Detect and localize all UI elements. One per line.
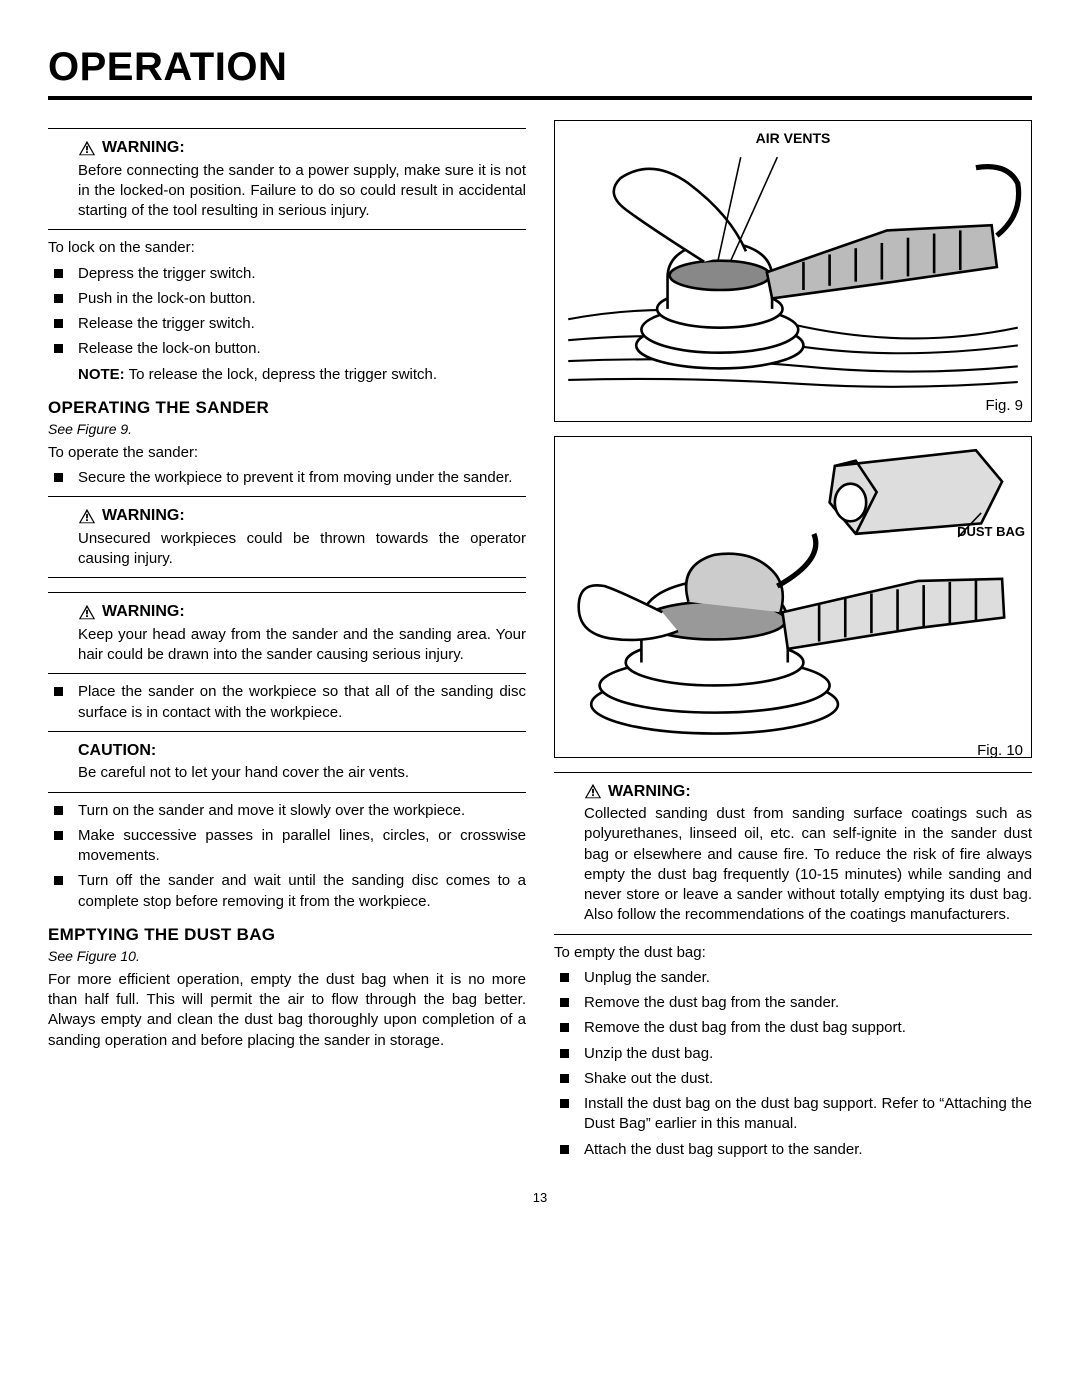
note-line: NOTE: To release the lock, depress the t… — [48, 365, 526, 385]
list-item: Unplug the sander. — [554, 968, 1032, 988]
note-label: NOTE: — [78, 366, 125, 383]
operate-intro: To operate the sander: — [48, 443, 526, 463]
warning-body: Collected sanding dust from sanding surf… — [554, 804, 1032, 926]
operate-list-c: Turn on the sander and move it slowly ov… — [48, 801, 526, 912]
warning-icon — [78, 508, 96, 524]
list-item: Place the sander on the workpiece so tha… — [48, 682, 526, 723]
see-figure-ref: See Figure 9. — [48, 420, 526, 439]
operate-list-b: Place the sander on the workpiece so tha… — [48, 682, 526, 723]
warning-block-4: WARNING: Collected sanding dust from san… — [554, 781, 1032, 926]
left-column: WARNING: Before connecting the sander to… — [48, 120, 526, 1165]
list-item: Remove the dust bag from the dust bag su… — [554, 1018, 1032, 1038]
caution-block: CAUTION: Be careful not to let your hand… — [48, 740, 526, 784]
caution-body: Be careful not to let your hand cover th… — [48, 763, 526, 783]
list-item: Push in the lock-on button. — [48, 289, 526, 309]
divider — [48, 792, 526, 793]
warning-body: Unsecured workpieces could be thrown tow… — [48, 529, 526, 570]
list-item: Turn off the sander and wait until the s… — [48, 871, 526, 912]
figure-10: DUST BAG — [554, 436, 1032, 758]
sander-airvents-illustration — [563, 152, 1023, 392]
list-item: Depress the trigger switch. — [48, 264, 526, 284]
emptying-body: For more efficient operation, empty the … — [48, 970, 526, 1051]
warning-body: Keep your head away from the sander and … — [48, 625, 526, 666]
lock-steps-list: Depress the trigger switch. Push in the … — [48, 264, 526, 360]
lock-intro: To lock on the sander: — [48, 238, 526, 258]
section-heading-operating: OPERATING THE SANDER — [48, 397, 526, 420]
list-item: Shake out the dust. — [554, 1069, 1032, 1089]
warning-block-1: WARNING: Before connecting the sander to… — [48, 137, 526, 221]
warning-heading: WARNING: — [608, 781, 691, 803]
figure-caption: Fig. 9 — [563, 396, 1023, 416]
list-item: Release the trigger switch. — [48, 314, 526, 334]
empty-steps-list: Unplug the sander. Remove the dust bag f… — [554, 968, 1032, 1160]
divider — [48, 577, 526, 578]
divider — [48, 731, 526, 732]
right-column: AIR VENTS — [554, 120, 1032, 1165]
divider — [554, 934, 1032, 935]
operate-list-a: Secure the workpiece to prevent it from … — [48, 468, 526, 488]
warning-heading: WARNING: — [102, 137, 185, 159]
list-item: Turn on the sander and move it slowly ov… — [48, 801, 526, 821]
page-number: 13 — [48, 1189, 1032, 1207]
divider — [48, 673, 526, 674]
list-item: Secure the workpiece to prevent it from … — [48, 468, 526, 488]
list-item: Make successive passes in parallel lines… — [48, 826, 526, 867]
warning-icon — [78, 140, 96, 156]
divider — [48, 229, 526, 230]
empty-intro: To empty the dust bag: — [554, 943, 1032, 963]
see-figure-ref: See Figure 10. — [48, 947, 526, 966]
sander-dustbag-illustration — [563, 445, 1023, 738]
warning-body: Before connecting the sander to a power … — [48, 161, 526, 222]
warning-icon — [584, 783, 602, 799]
warning-block-3: WARNING: Keep your head away from the sa… — [48, 601, 526, 665]
warning-icon — [78, 604, 96, 620]
caution-heading: CAUTION: — [48, 740, 526, 762]
list-item: Release the lock-on button. — [48, 339, 526, 359]
figure-top-label: AIR VENTS — [563, 129, 1023, 148]
figure-9: AIR VENTS — [554, 120, 1032, 422]
divider — [48, 592, 526, 593]
divider — [48, 128, 526, 129]
list-item: Attach the dust bag support to the sande… — [554, 1140, 1032, 1160]
warning-heading: WARNING: — [102, 601, 185, 623]
note-text: To release the lock, depress the trigger… — [125, 366, 437, 383]
list-item: Remove the dust bag from the sander. — [554, 993, 1032, 1013]
warning-block-2: WARNING: Unsecured workpieces could be t… — [48, 505, 526, 569]
figure-caption: Fig. 10 — [563, 741, 1023, 761]
figure-side-label: DUST BAG — [957, 523, 1025, 541]
section-heading-emptying: EMPTYING THE DUST BAG — [48, 924, 526, 947]
list-item: Install the dust bag on the dust bag sup… — [554, 1094, 1032, 1135]
warning-heading: WARNING: — [102, 505, 185, 527]
divider — [48, 496, 526, 497]
page-title: OPERATION — [48, 40, 1032, 100]
divider — [554, 772, 1032, 773]
list-item: Unzip the dust bag. — [554, 1044, 1032, 1064]
